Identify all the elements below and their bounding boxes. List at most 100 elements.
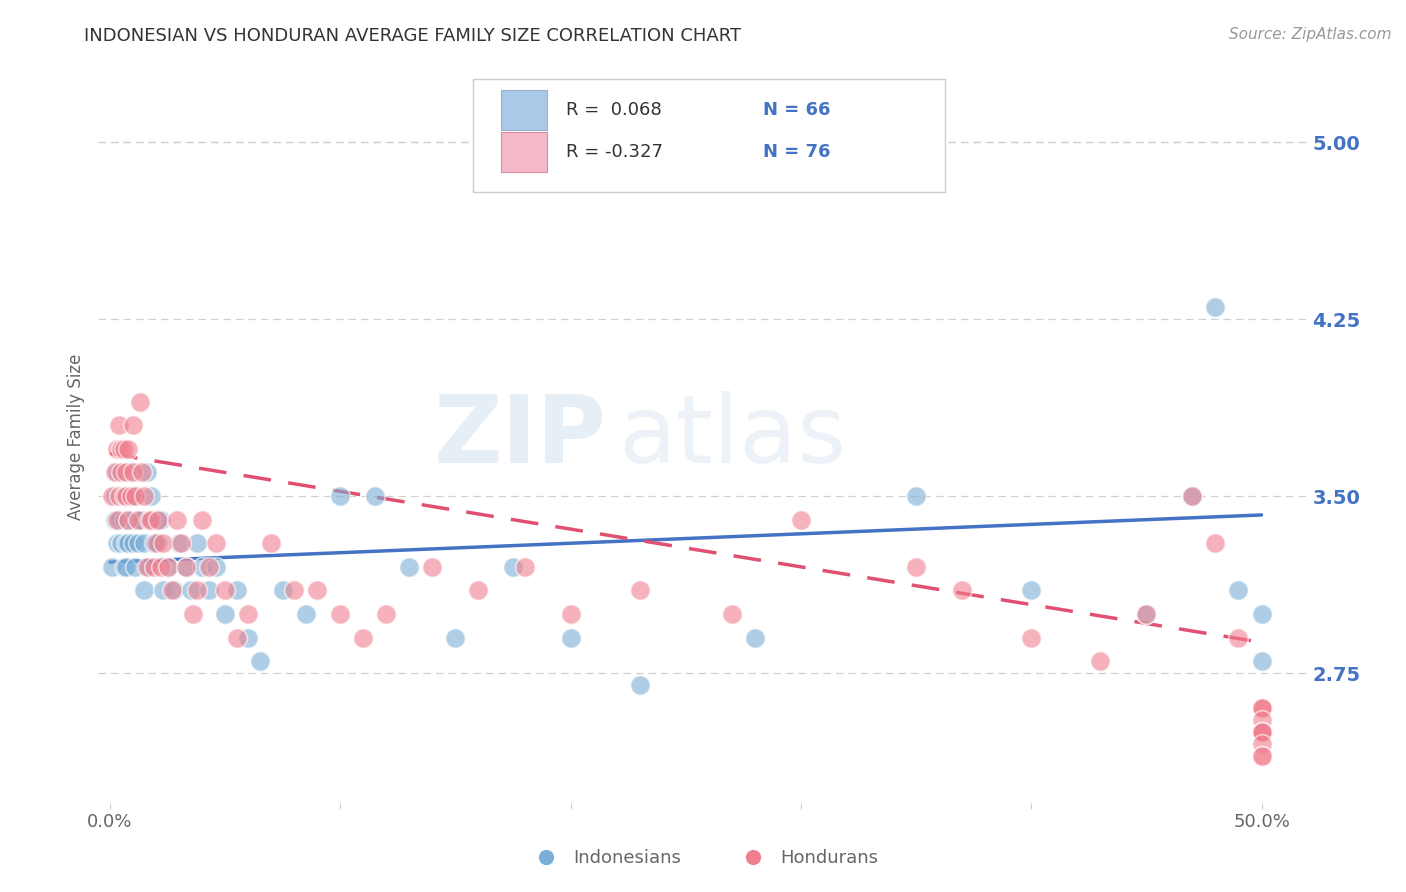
Point	[1250, 748, 1272, 763]
Point	[166, 513, 188, 527]
Point	[142, 559, 165, 574]
Point	[122, 513, 145, 527]
Point	[160, 583, 183, 598]
Point	[352, 631, 374, 645]
Point	[105, 442, 128, 456]
Point	[110, 442, 132, 456]
Point	[191, 559, 214, 574]
Point	[236, 607, 259, 621]
Point	[513, 559, 536, 574]
Point	[1019, 631, 1042, 645]
Point	[124, 489, 146, 503]
Point	[225, 583, 247, 598]
Point	[134, 583, 156, 598]
Point	[329, 607, 352, 621]
Point	[156, 559, 179, 574]
Point	[628, 678, 651, 692]
Point	[152, 536, 174, 550]
Point	[186, 536, 208, 550]
Point	[560, 607, 582, 621]
Point	[124, 489, 146, 503]
Point	[120, 489, 142, 503]
Point	[122, 536, 145, 550]
Point	[120, 489, 142, 503]
Point	[1250, 748, 1272, 763]
Point	[1181, 489, 1204, 503]
Point	[271, 583, 294, 598]
Point	[112, 559, 135, 574]
Point	[134, 536, 156, 550]
Point	[131, 513, 153, 527]
Point	[1090, 654, 1112, 668]
Point	[122, 418, 145, 433]
Point	[1250, 725, 1272, 739]
Point	[103, 466, 125, 480]
Point	[950, 583, 973, 598]
Text: N = 76: N = 76	[763, 143, 831, 161]
Point	[205, 559, 228, 574]
Point	[205, 536, 228, 550]
Point	[148, 513, 170, 527]
Point	[905, 559, 928, 574]
Point	[148, 536, 170, 550]
Point	[181, 607, 204, 621]
Text: atlas: atlas	[619, 391, 846, 483]
Point	[108, 513, 131, 527]
Point	[186, 583, 208, 598]
Point	[156, 559, 179, 574]
Point	[101, 489, 124, 503]
Point	[214, 607, 236, 621]
Point	[105, 466, 128, 480]
Point	[135, 466, 157, 480]
Point	[1204, 536, 1226, 550]
Point	[149, 559, 172, 574]
Point	[790, 513, 813, 527]
Point	[142, 536, 165, 550]
Point	[108, 489, 131, 503]
Point	[138, 513, 160, 527]
Point	[1135, 607, 1157, 621]
Point	[145, 536, 167, 550]
Point	[122, 466, 145, 480]
Point	[110, 466, 132, 480]
Point	[1135, 607, 1157, 621]
Point	[174, 559, 197, 574]
Point	[905, 489, 928, 503]
Point	[1250, 713, 1272, 727]
Point	[105, 536, 128, 550]
Text: INDONESIAN VS HONDURAN AVERAGE FAMILY SIZE CORRELATION CHART: INDONESIAN VS HONDURAN AVERAGE FAMILY SI…	[84, 27, 741, 45]
Point	[1181, 489, 1204, 503]
Point	[236, 631, 259, 645]
Point	[117, 536, 139, 550]
Point	[1019, 583, 1042, 598]
Point	[149, 513, 172, 527]
Point	[101, 559, 124, 574]
Point	[375, 607, 398, 621]
Point	[131, 466, 153, 480]
Point	[127, 536, 149, 550]
Point	[1250, 725, 1272, 739]
Point	[138, 559, 160, 574]
Point	[225, 631, 247, 645]
Point	[560, 631, 582, 645]
Point	[120, 466, 142, 480]
Point	[117, 513, 139, 527]
Point	[124, 559, 146, 574]
Point	[108, 489, 131, 503]
Point	[115, 536, 138, 550]
Point	[145, 513, 167, 527]
Point	[1250, 725, 1272, 739]
Point	[1250, 654, 1272, 668]
Point	[1250, 725, 1272, 739]
Point	[329, 489, 352, 503]
Point	[115, 559, 138, 574]
Point	[1250, 607, 1272, 621]
Point	[1204, 301, 1226, 315]
Text: R =  0.068: R = 0.068	[567, 101, 662, 120]
Point	[422, 559, 444, 574]
Point	[141, 513, 163, 527]
Point	[170, 536, 193, 550]
Point	[117, 513, 139, 527]
Text: R = -0.327: R = -0.327	[567, 143, 664, 161]
Point	[744, 631, 766, 645]
